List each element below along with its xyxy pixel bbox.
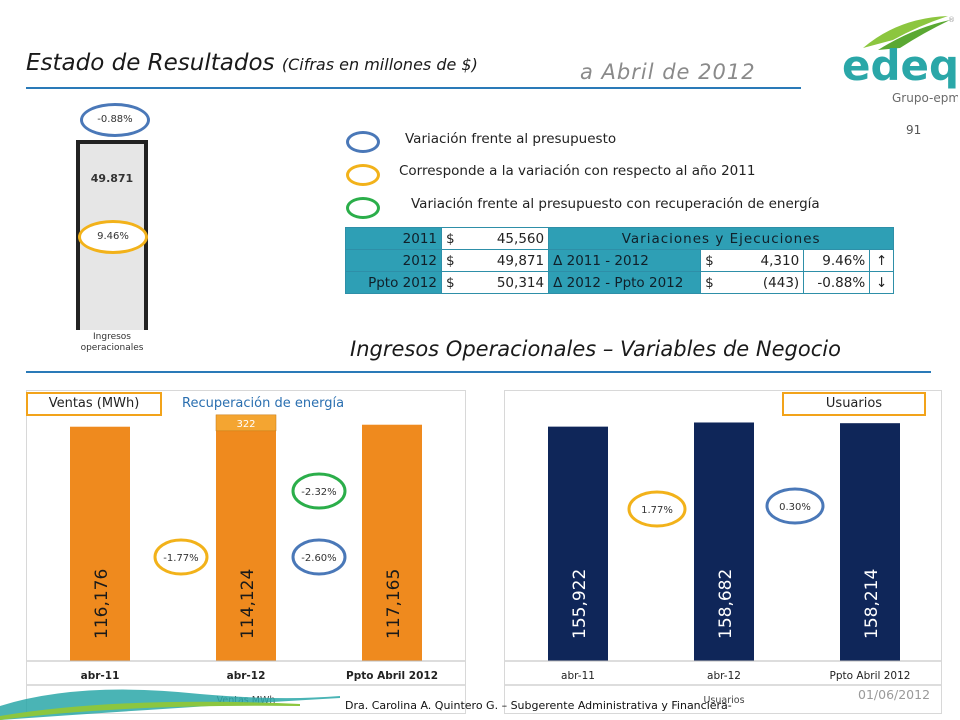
bar	[548, 426, 608, 661]
bar	[694, 422, 754, 661]
bar-value-label: 158,682	[716, 569, 736, 639]
bar-value-label: 155,922	[570, 569, 590, 639]
annotation-pct: -1.77%	[163, 553, 198, 564]
row-label: 2012	[345, 249, 442, 272]
row-currency: $	[440, 271, 459, 294]
legend-budget-text: Variación frente al presupuesto	[405, 131, 617, 147]
row-value: 50,314	[458, 271, 550, 294]
ingresos-budget-oval: -0.88%	[80, 103, 150, 137]
annotation-oval	[627, 490, 687, 528]
logo-icon: edeq ® Grupo-epm	[842, 16, 960, 105]
annotation-pct: 1.77%	[641, 505, 673, 516]
variation-label: Δ 2012 - Ppto 2012	[548, 271, 702, 294]
category-label: abr-12	[227, 670, 266, 682]
variations-header: Variaciones y Ejecuciones	[548, 227, 895, 250]
usuarios-tag: Usuarios	[782, 392, 926, 416]
annotation-pct: -2.32%	[301, 487, 336, 498]
annotation-oval	[153, 538, 209, 576]
bar-value-label: 117,165	[384, 569, 404, 639]
title-subtitle: (Cifras en millones de $)	[281, 55, 478, 74]
svg-text:®: ®	[948, 16, 955, 24]
table-row: Ppto 2012 $ 50,314 Δ 2012 - Ppto 2012 $ …	[345, 271, 895, 294]
arrow-up-icon: ↑	[869, 249, 895, 272]
category-label: Ppto Abril 2012	[346, 670, 438, 682]
section-title: Ingresos Operacionales – Variables de Ne…	[350, 337, 841, 361]
annotation-pct: 0.30%	[779, 502, 811, 513]
annotation-pct: -2.60%	[301, 553, 336, 564]
footer-author: Dra. Carolina A. Quintero G. – Subgerent…	[345, 699, 732, 712]
variation-pct: 9.46%	[803, 249, 871, 272]
category-label: abr-12	[707, 670, 741, 682]
footer-date: 01/06/2012	[858, 687, 931, 702]
annotation-oval	[765, 487, 825, 525]
legend-green-oval-icon	[346, 197, 380, 219]
annotation-oval	[291, 472, 347, 510]
usuarios-chart: 155,922 abr-11 158,682 abr-12 158,214 Ppto Ab…	[504, 390, 943, 714]
ingresos-yoy-pct: 9.46%	[97, 231, 129, 242]
row-value: 49,871	[458, 249, 550, 272]
section-rule	[26, 371, 931, 373]
ventas-chart: 116,176 abr-11 114,124 abr-12 117,165 Ppto Ab…	[26, 390, 466, 714]
logo-group-text: Grupo-epm	[892, 91, 958, 105]
table-row: 2012 $ 49,871 Δ 2011 - 2012 $ 4,310 9.46…	[345, 249, 895, 272]
legend-recovery-text: Variación frente al presupuesto con recu…	[411, 196, 820, 212]
legend-yoy-text: Corresponde a la variación con respecto …	[399, 163, 756, 179]
variation-currency: $	[700, 271, 718, 294]
annotation-oval	[291, 538, 347, 576]
recovery-value-label: 322	[236, 419, 255, 430]
arrow-down-icon: ↓	[869, 271, 895, 294]
row-currency: $	[440, 249, 459, 272]
table-row: 2011 $ 45,560 Variaciones y Ejecuciones	[345, 227, 895, 250]
variation-pct: -0.88%	[803, 271, 871, 294]
legend-yellow-oval-icon	[346, 164, 380, 186]
ventas-chart-svg: 116,176 abr-11 114,124 abr-12 117,165 Ppto Ab…	[27, 414, 465, 706]
variation-currency: $	[700, 249, 718, 272]
bar-value-label: 116,176	[92, 569, 112, 639]
bar	[216, 430, 276, 661]
recovery-series-label: Recuperación de energía	[182, 396, 345, 411]
bar	[362, 424, 422, 661]
page-number: 91	[906, 123, 922, 137]
row-label: 2011	[345, 227, 442, 250]
x-axis-title: Usuarios	[703, 695, 744, 706]
variation-label: Δ 2011 - 2012	[548, 249, 702, 272]
row-label: Ppto 2012	[345, 271, 442, 294]
ingresos-value-label: 49.871	[90, 172, 134, 185]
ingresos-axis-label: Ingresos operacionales	[80, 332, 144, 353]
bar	[840, 423, 900, 661]
logo-text: edeq	[842, 41, 958, 90]
row-value: 45,560	[458, 227, 550, 250]
title-text: Estado de Resultados	[26, 50, 275, 76]
ingresos-yoy-oval: 9.46%	[78, 220, 148, 254]
variation-amount: (443)	[717, 271, 805, 294]
category-label: Ppto Abril 2012	[830, 670, 911, 682]
edeq-logo: edeq ® Grupo-epm	[838, 8, 960, 108]
category-label: abr-11	[561, 670, 595, 682]
period-label: a Abril de 2012	[580, 60, 756, 84]
summary-table: 2011 $ 45,560 Variaciones y Ejecuciones …	[345, 227, 895, 294]
variation-amount: 4,310	[717, 249, 805, 272]
row-currency: $	[440, 227, 459, 250]
category-label: abr-11	[81, 670, 120, 682]
legend-blue-oval-icon	[346, 131, 380, 153]
page-title: Estado de Resultados (Cifras en millones…	[26, 50, 478, 76]
usuarios-chart-svg: 155,922 abr-11 158,682 abr-12 158,214 Ppto Ab…	[505, 422, 943, 706]
recovery-bar-segment	[215, 414, 277, 432]
ingresos-budget-pct: -0.88%	[97, 114, 133, 125]
ventas-tag: Ventas (MWh)	[26, 392, 162, 416]
footer-swoosh	[0, 689, 340, 720]
bar	[70, 426, 130, 661]
bar-value-label: 158,214	[862, 569, 882, 639]
header-rule	[26, 87, 801, 89]
bar-value-label: 114,124	[238, 569, 258, 639]
